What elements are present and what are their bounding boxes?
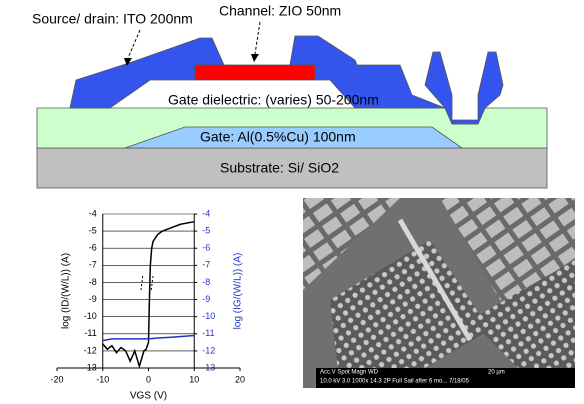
y2-tick-label: -12	[202, 345, 215, 355]
x-tick-label: -20	[50, 374, 63, 384]
sem-info: 10.0 kV 3.0 1000x 14.3 2P Full Sail afte…	[320, 379, 470, 385]
x-tick-label: 20	[235, 374, 245, 384]
sem-image	[303, 198, 575, 388]
label: Gate dielectric: (varies) 50-200nm	[168, 92, 379, 108]
y-tick-label: -4	[89, 208, 97, 218]
y-tick-label: -5	[89, 225, 97, 235]
label: Source/ drain: ITO 200nm	[32, 11, 193, 27]
y2-tick-label: -7	[202, 260, 210, 270]
y2-tick-label: -9	[202, 294, 210, 304]
arrow-head	[251, 54, 259, 62]
arrow	[255, 22, 260, 54]
x-axis-label: VGS (V)	[130, 391, 167, 402]
y-tick-label: -6	[89, 243, 97, 253]
label: Channel: ZIO 50nm	[219, 3, 341, 19]
y-tick-label: -9	[89, 294, 97, 304]
y2-tick-label: -11	[202, 328, 214, 338]
sweep-arrow	[141, 274, 143, 290]
sem-info: Acc.V Spot Magn WD	[320, 370, 379, 376]
y2-tick-label: -8	[202, 277, 210, 287]
y-tick-label: -11	[84, 328, 96, 338]
y2-tick-label: -13	[202, 362, 215, 372]
label: Substrate: Si/ SiO2	[220, 160, 339, 176]
series-line	[103, 222, 195, 367]
y2-tick-label: -5	[202, 225, 210, 235]
x-tick-label: 0	[146, 374, 151, 384]
y-axis-label: log (ID/(W/L)) (A)	[61, 253, 72, 329]
label: Gate: Al(0.5%Cu) 100nm	[200, 129, 356, 145]
y-tick-label: -8	[89, 277, 97, 287]
y2-tick-label: -4	[202, 208, 210, 218]
sem-scale: 20 µm	[488, 370, 505, 376]
y2-axis-label: log (IG/(W/L)) (A)	[233, 253, 244, 330]
y-tick-label: -7	[89, 260, 97, 270]
y-tick-label: -10	[84, 311, 97, 321]
figure-svg: Source/ drain: ITO 200nm Channel: ZIO 50…	[0, 0, 584, 404]
chart: -13 -12 -11 -10 -9 -8 -7 -6 -5 -4 -13 -12 -11 -10 -9 -8…	[50, 208, 245, 401]
y2-tick-label: -6	[202, 243, 210, 253]
channel-layer	[195, 65, 315, 80]
x-tick-label: 10	[189, 374, 199, 384]
y-tick-label: -13	[84, 362, 97, 372]
arrow	[128, 30, 140, 58]
sweep-arrow	[151, 276, 153, 292]
y-tick-label: -12	[84, 345, 97, 355]
y2-tick-label: -10	[202, 311, 215, 321]
figure: Source/ drain: ITO 200nm Channel: ZIO 50…	[0, 0, 584, 404]
x-tick-label: -10	[96, 374, 109, 384]
